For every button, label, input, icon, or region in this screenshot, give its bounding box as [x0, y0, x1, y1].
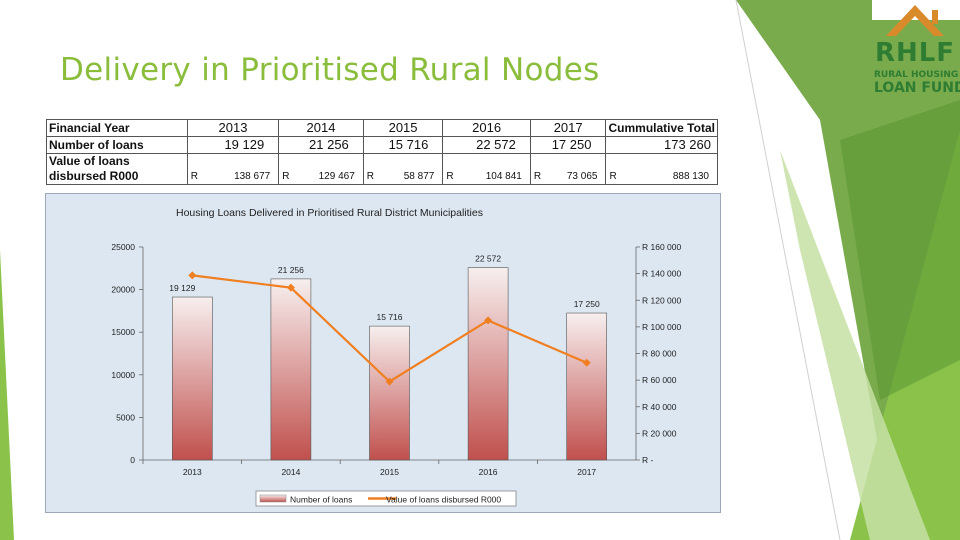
- currency-symbol: R: [362, 153, 378, 185]
- y-left-tick-label: 5000: [116, 412, 135, 422]
- y-right-tick-label: R 100 000: [642, 322, 681, 332]
- row2-value: 129 467: [292, 153, 364, 185]
- bar-data-label: 21 256: [278, 265, 304, 275]
- x-tick-label: 2013: [183, 467, 202, 477]
- row2-label-line2: disbursed R000: [49, 169, 139, 183]
- y-left-tick-label: 25000: [111, 242, 135, 252]
- value-point: [188, 271, 197, 280]
- year-2013: 2013: [186, 119, 280, 137]
- loans-table: Financial Year 2013 2014 2015 2016 2017 …: [46, 119, 718, 185]
- house-roof-icon: [886, 5, 944, 36]
- value-point: [582, 358, 591, 367]
- bar: [172, 296, 213, 461]
- x-tick-label: 2015: [380, 467, 399, 477]
- table-header-row: Financial Year 2013 2014 2015 2016 2017 …: [46, 119, 718, 137]
- y-left-tick-label: 10000: [111, 370, 135, 380]
- bar-data-label: 19 129: [169, 283, 195, 293]
- year-2016: 2016: [442, 119, 531, 137]
- chart-title: Housing Loans Delivered in Prioritised R…: [176, 207, 483, 219]
- chart-svg: Housing Loans Delivered in Prioritised R…: [111, 207, 681, 507]
- x-tick-label: 2017: [577, 467, 596, 477]
- deco-shape-left: [0, 250, 14, 540]
- row2-value: 104 841: [456, 153, 531, 185]
- currency-symbol: R: [278, 153, 293, 185]
- y-right-tick-label: R 20 000: [642, 428, 677, 438]
- legend-label-bar: Number of loans: [290, 495, 352, 505]
- row1-value: 21 256: [278, 136, 364, 154]
- y-right-tick-label: R -: [642, 455, 654, 465]
- logo-wordmark: RHLF: [874, 38, 956, 68]
- row1-value: 17 250: [529, 136, 607, 154]
- logo-line-1: RURAL HOUSING: [874, 70, 959, 80]
- loans-chart: Housing Loans Delivered in Prioritised R…: [45, 193, 721, 513]
- bar-data-label: 15 716: [377, 312, 403, 322]
- year-2017: 2017: [529, 119, 607, 137]
- rhlf-logo: RHLF RURAL HOUSING LOAN FUND: [872, 2, 960, 102]
- y-left-tick-label: 15000: [111, 327, 135, 337]
- row2-value: 73 065: [544, 153, 607, 185]
- y-left-tick-label: 0: [130, 455, 135, 465]
- x-tick-label: 2016: [479, 467, 498, 477]
- currency-symbol: R: [529, 153, 545, 185]
- value-point: [484, 316, 493, 325]
- row2-label: Value of loans disbursed R000: [46, 153, 188, 185]
- deco-shape-mid: [840, 100, 960, 400]
- row1-value: 15 716: [362, 136, 444, 154]
- currency-symbol: R: [186, 153, 201, 185]
- total-label: Cummulative Total: [605, 119, 718, 137]
- bar: [566, 312, 608, 461]
- row1-value: 22 572: [442, 136, 531, 154]
- bar: [467, 267, 509, 461]
- row2-value: 138 677: [200, 153, 280, 185]
- legend-label-line: Value of loans disbursed R000: [386, 495, 501, 505]
- deco-line: [735, 0, 841, 540]
- bar-data-label: 17 250: [574, 299, 600, 309]
- slide-title: Delivery in Prioritised Rural Nodes: [60, 52, 600, 88]
- currency-symbol: R: [442, 153, 457, 185]
- y-right-tick-label: R 40 000: [642, 402, 677, 412]
- currency-symbol: R: [605, 153, 620, 185]
- table-row-loans: Number of loans 19 129 21 256 15 716 22 …: [46, 136, 718, 154]
- chart-legend: Number of loans Value of loans disbursed…: [255, 490, 517, 507]
- value-point: [385, 377, 394, 386]
- bar: [270, 278, 312, 461]
- row1-value: 19 129: [186, 136, 280, 154]
- y-right-tick-label: R 140 000: [642, 269, 681, 279]
- y-left-tick-label: 20000: [111, 285, 135, 295]
- y-right-tick-label: R 60 000: [642, 375, 677, 385]
- row1-total: 173 260: [605, 136, 718, 154]
- year-2014: 2014: [278, 119, 364, 137]
- value-point: [286, 283, 295, 292]
- year-2015: 2015: [362, 119, 444, 137]
- legend-swatch-bar: [259, 494, 287, 503]
- bar-data-label: 22 572: [475, 254, 501, 264]
- deco-shape-pale: [780, 150, 930, 540]
- row1-label: Number of loans: [46, 136, 188, 154]
- row2-label-line1: Value of loans: [49, 154, 130, 168]
- header-label: Financial Year: [46, 119, 188, 137]
- table-row-value: Value of loans disbursed R000 R 138 677 …: [46, 153, 718, 185]
- logo-line-2: LOAN FUND: [874, 80, 960, 96]
- y-right-tick-label: R 80 000: [642, 349, 677, 359]
- y-right-tick-label: R 160 000: [642, 242, 681, 252]
- bar: [369, 325, 410, 461]
- x-tick-label: 2014: [281, 467, 300, 477]
- row2-value: 58 877: [377, 153, 444, 185]
- y-right-tick-label: R 120 000: [642, 295, 681, 305]
- row2-total: 888 130: [619, 153, 718, 185]
